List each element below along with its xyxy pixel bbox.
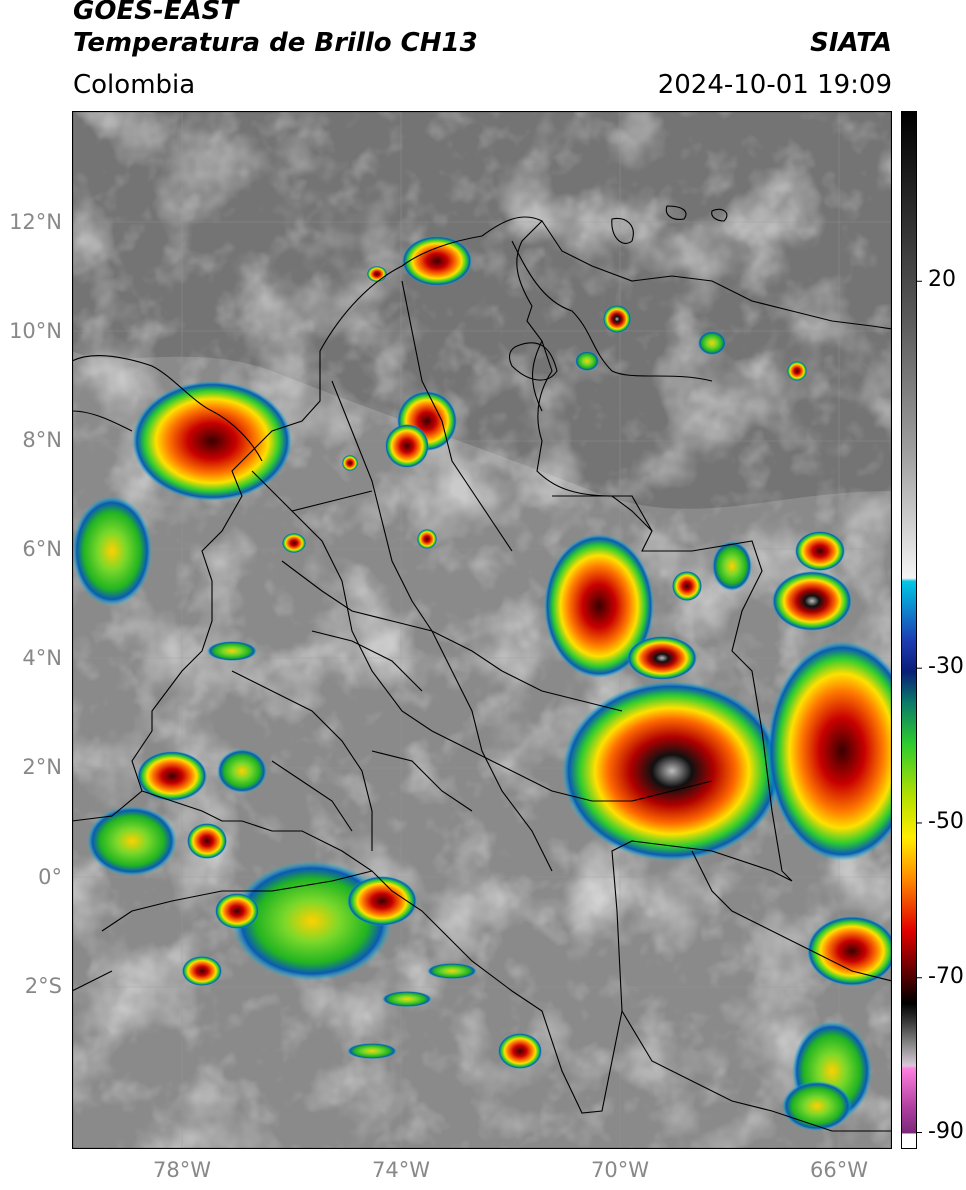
datetime-label: 2024-10-01 19:09 xyxy=(657,70,892,100)
colorbar-tick-label: 20 xyxy=(928,267,956,293)
title-line2: Temperatura de Brillo CH13 xyxy=(73,28,478,58)
lat-label: 12°N xyxy=(9,210,62,234)
colorbar-gradient xyxy=(901,111,917,1149)
lon-label: 66°W xyxy=(810,1158,868,1182)
lon-label: 70°W xyxy=(591,1158,649,1182)
lat-label: 0° xyxy=(38,865,62,889)
colorbar-tick-label: -90 xyxy=(928,1118,964,1144)
lat-label: 8°N xyxy=(22,428,62,452)
lat-label: 4°N xyxy=(22,646,62,670)
colorbar-tick-label: -50 xyxy=(928,808,964,834)
colorbar-ticks xyxy=(917,280,922,1134)
agency-label: SIATA xyxy=(810,28,892,58)
lon-label: 78°W xyxy=(153,1158,211,1182)
region-label: Colombia xyxy=(73,70,196,100)
cloud-texture-fine xyxy=(72,111,892,1149)
lat-label: 10°N xyxy=(9,319,62,343)
colorbar-tick-label: -70 xyxy=(928,963,964,989)
satellite-map xyxy=(72,111,892,1149)
map-frame xyxy=(72,111,892,1149)
title-line1: GOES-EAST xyxy=(73,0,239,26)
colorbar-tick-label: -30 xyxy=(928,654,964,680)
lon-label: 74°W xyxy=(372,1158,430,1182)
colorbar xyxy=(901,111,922,1149)
borders xyxy=(72,205,892,1132)
lat-label: 6°N xyxy=(22,537,62,561)
lat-label: 2°S xyxy=(24,974,62,998)
lat-label: 2°N xyxy=(22,755,62,779)
